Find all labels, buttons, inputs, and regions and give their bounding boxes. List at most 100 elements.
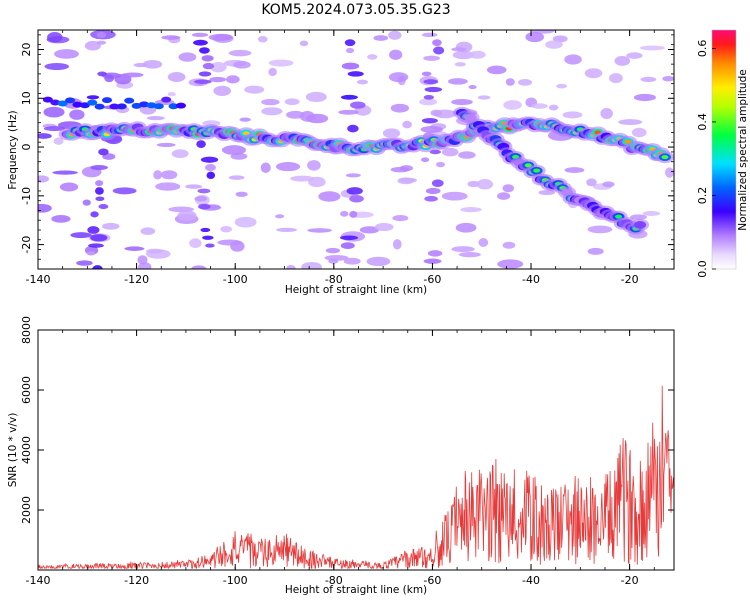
heatmap-cell [502, 241, 516, 249]
heatmap-cell [347, 124, 359, 133]
heatmap-cell [72, 101, 83, 108]
heatmap-cell [305, 91, 327, 103]
heatmap-cell [308, 176, 326, 188]
heatmap-cell [451, 47, 467, 52]
heatmap-cell [478, 238, 489, 247]
x-tick-label: -20 [621, 574, 639, 587]
heatmap-cell [51, 215, 71, 223]
heatmap-cell [198, 47, 210, 54]
heatmap-cell [220, 225, 232, 233]
heatmap-cell [374, 222, 394, 232]
x-tick-label: -140 [26, 273, 51, 286]
heatmap-cell [43, 126, 65, 132]
heatmap-cell [160, 170, 178, 180]
heatmap-cell [88, 243, 104, 248]
heatmap-cell [639, 45, 666, 51]
heatmap-cell [197, 188, 211, 194]
heatmap-cell [38, 133, 52, 139]
heatmap-cell [221, 145, 247, 155]
heatmap-cell [469, 50, 486, 59]
heatmap-cell [90, 165, 108, 171]
heatmap-cell [366, 256, 391, 267]
heatmap-cell [458, 252, 481, 258]
y-tick-label: 6000 [20, 376, 33, 404]
heatmap-cell [226, 75, 240, 84]
heatmap-cell [228, 175, 245, 180]
heatmap-cell [318, 191, 341, 202]
heatmap-cell [564, 167, 585, 174]
heatmap-cell [420, 126, 443, 133]
heatmap-cell [198, 203, 211, 210]
heatmap-cell [198, 71, 212, 77]
heatmap-cell [284, 98, 300, 106]
heatmap-cell [423, 258, 442, 264]
heatmap-cell [146, 248, 164, 254]
heatmap-cell [185, 184, 203, 189]
heatmap-cell [109, 103, 120, 110]
heatmap-cell [538, 190, 556, 196]
x-tick-label: -40 [522, 273, 540, 286]
heatmap-cell [189, 238, 202, 249]
heatmap-cell [533, 168, 541, 173]
heatmap-cell [467, 180, 480, 188]
heatmap-cell [421, 32, 438, 38]
heatmap-cell [153, 170, 163, 180]
heatmap-cell [430, 109, 443, 117]
heatmap-cell [584, 68, 603, 79]
spectrogram-heatmap [38, 30, 674, 269]
heatmap-cell [433, 46, 445, 55]
heatmap-cell [276, 227, 298, 232]
heatmap-cell [531, 103, 548, 109]
heatmap-cell [234, 216, 257, 228]
heatmap-cell [202, 235, 214, 240]
heatmap-cell [86, 251, 96, 256]
heatmap-cell [275, 214, 285, 219]
heatmap-cell [193, 39, 208, 46]
x-tick-label: -80 [325, 273, 343, 286]
heatmap-cell [600, 107, 613, 119]
heatmap-cell [38, 175, 50, 183]
heatmap-cell [43, 106, 65, 118]
heatmap-cell [206, 171, 216, 180]
heatmap-cell [177, 210, 197, 221]
heatmap-cell [137, 255, 148, 265]
heatmap-cell [98, 148, 109, 156]
heatmap-cell [98, 204, 109, 210]
heatmap-cell [633, 93, 656, 102]
snr-x-axis-label: Height of straight line (km) [285, 584, 427, 596]
x-tick-label: -100 [223, 273, 248, 286]
heatmap-cell [429, 149, 441, 155]
heatmap-cell [324, 255, 349, 261]
x-tick-label: -40 [522, 574, 540, 587]
heatmap-cell [340, 210, 349, 217]
heatmap-cell [205, 243, 215, 248]
heatmap-cell [455, 222, 477, 233]
heatmap-cell [344, 39, 356, 47]
heatmap-cell [202, 120, 221, 127]
heatmap-cell [200, 227, 211, 233]
heatmap-cell [171, 149, 189, 159]
heatmap-cell [464, 113, 477, 122]
heatmap-cell [76, 260, 93, 266]
heatmap-cell [640, 76, 657, 83]
heatmap-cell [427, 250, 443, 257]
heatmap-cell [341, 62, 360, 70]
heatmap-cell [209, 61, 227, 73]
heatmap-cell [423, 94, 434, 100]
heatmap-cell [44, 63, 69, 71]
heatmap-cell [497, 259, 524, 269]
heatmap-cell [202, 62, 215, 70]
heatmap-cell [421, 157, 430, 163]
colorbar-label: Normalized spectral amplitude [737, 69, 749, 230]
y-tick-label: 20 [20, 43, 33, 57]
colorbar-tick-label: 0.6 [696, 40, 709, 58]
heatmap-cell [486, 65, 507, 75]
heatmap-cell [631, 127, 647, 138]
heatmap-cell [586, 178, 597, 187]
heatmap-cell [175, 102, 186, 109]
heatmap-cell [65, 97, 76, 104]
heatmap-cell [228, 49, 252, 57]
heatmap-cell [54, 49, 79, 59]
heatmap-cell [477, 95, 491, 100]
heatmap-cell [92, 265, 103, 269]
